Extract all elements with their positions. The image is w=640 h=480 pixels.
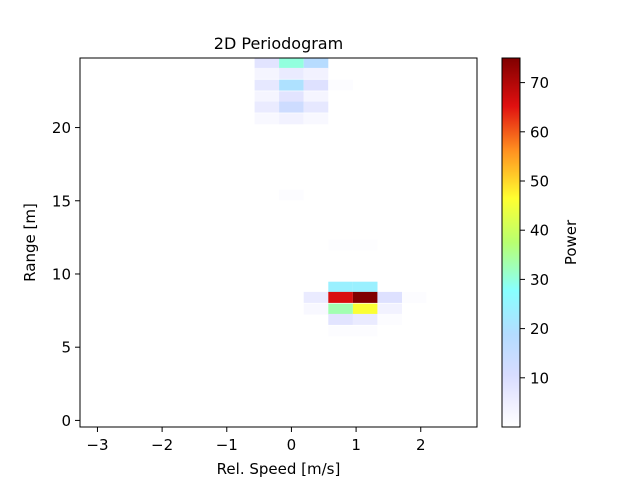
heatmap-cell bbox=[279, 101, 304, 113]
y-tick-label: 5 bbox=[61, 339, 71, 357]
heatmap-cell bbox=[279, 79, 304, 91]
heatmap-cell bbox=[377, 291, 402, 303]
heatmap-cells bbox=[254, 58, 427, 337]
x-tick-label: −1 bbox=[216, 436, 238, 454]
heatmap-cell bbox=[303, 79, 329, 91]
heatmap-cell bbox=[328, 291, 353, 303]
heatmap-cell bbox=[279, 58, 304, 69]
colorbar-tick-label: 40 bbox=[530, 222, 549, 240]
heatmap-cell bbox=[352, 281, 378, 293]
heatmap-cell bbox=[328, 281, 353, 293]
x-tick-label: 0 bbox=[287, 436, 297, 454]
heatmap-cell bbox=[303, 291, 329, 303]
colorbar-tick-label: 70 bbox=[530, 74, 549, 92]
y-tick-label: 0 bbox=[61, 412, 71, 430]
colorbar-tick-label: 50 bbox=[530, 173, 549, 191]
colorbar-tick-label: 20 bbox=[530, 320, 549, 338]
heatmap-cell bbox=[254, 58, 280, 69]
heatmap-cell bbox=[254, 113, 280, 125]
heatmap-cell bbox=[328, 79, 353, 91]
colorbar-tick-label: 10 bbox=[530, 369, 549, 387]
colorbar: 10 20 30 40 50 60 70 bbox=[501, 57, 549, 428]
heatmap-cell bbox=[254, 91, 280, 103]
heatmap-cell bbox=[328, 239, 353, 251]
heatmap-cell bbox=[352, 239, 378, 251]
heatmap-cell bbox=[279, 91, 304, 103]
colorbar-gradient bbox=[502, 58, 520, 427]
heatmap-cell bbox=[352, 325, 378, 337]
heatmap-cell bbox=[254, 101, 280, 113]
heatmap-cell bbox=[279, 113, 304, 125]
heatmap-cell bbox=[303, 113, 329, 125]
heatmap-cell bbox=[303, 58, 329, 69]
heatmap-cell bbox=[328, 325, 353, 337]
heatmap-cell bbox=[279, 189, 304, 201]
x-tick-label: 1 bbox=[351, 436, 361, 454]
y-tick-label: 10 bbox=[52, 265, 71, 283]
heatmap-cell bbox=[377, 303, 402, 315]
heatmap-cell bbox=[303, 67, 329, 79]
heatmap-cell bbox=[352, 313, 378, 325]
heatmap-cell bbox=[279, 67, 304, 79]
y-axis: 0 5 10 15 20 bbox=[52, 119, 80, 430]
plot-area bbox=[79, 57, 478, 428]
colorbar-ticks: 10 20 30 40 50 60 70 bbox=[520, 74, 549, 387]
colorbar-title: Power bbox=[562, 219, 580, 265]
x-axis: −3 −2 −1 0 1 2 bbox=[86, 427, 426, 454]
heatmap-cell bbox=[377, 313, 402, 325]
y-axis-title: Range [m] bbox=[21, 203, 39, 282]
colorbar-frame bbox=[501, 57, 521, 428]
heatmap-cell bbox=[328, 303, 353, 315]
x-tick-label: −3 bbox=[86, 436, 108, 454]
heatmap-cell bbox=[254, 67, 280, 79]
heatmap-cell bbox=[254, 79, 280, 91]
heatmap-cell bbox=[303, 101, 329, 113]
plot-frame bbox=[79, 57, 478, 428]
heatmap-cell bbox=[328, 313, 353, 325]
heatmap-cell bbox=[303, 303, 329, 315]
chart-title: 2D Periodogram bbox=[214, 34, 343, 53]
heatmap-cell bbox=[352, 291, 378, 303]
x-tick-label: 2 bbox=[416, 436, 426, 454]
y-tick-label: 15 bbox=[52, 192, 71, 210]
x-tick-label: −2 bbox=[151, 436, 173, 454]
colorbar-tick-label: 60 bbox=[530, 123, 549, 141]
heatmap-cell bbox=[303, 91, 329, 103]
colorbar-tick-label: 30 bbox=[530, 271, 549, 289]
heatmap-cell bbox=[352, 303, 378, 315]
heatmap-cell bbox=[402, 291, 427, 303]
x-axis-title: Rel. Speed [m/s] bbox=[217, 460, 341, 478]
y-tick-label: 20 bbox=[52, 119, 71, 137]
